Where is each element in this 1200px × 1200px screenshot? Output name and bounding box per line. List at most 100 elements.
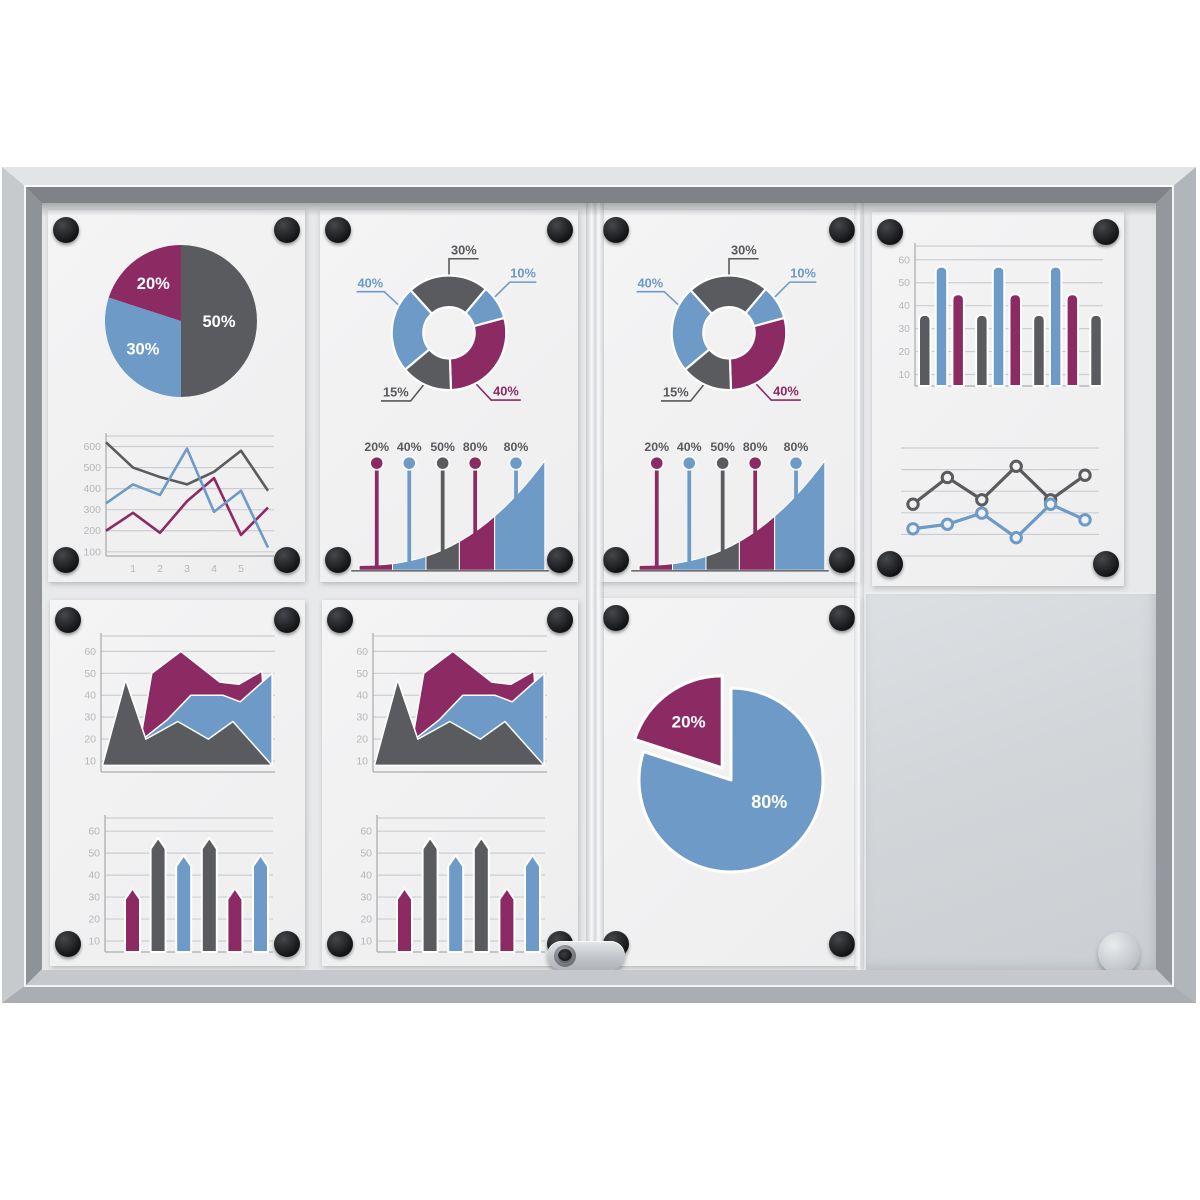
magnet (55, 931, 81, 957)
pinned-sheet-2: 30% 10% 40% 15% 40% 20% 40% 50% 80% 80% (320, 210, 578, 582)
magnet (603, 217, 629, 243)
pinned-sheet-1: 50% 30% 20% 600 500 400 300 200 100 1 2 3 4 5 (48, 210, 305, 582)
svg-text:40: 40 (898, 300, 910, 312)
svg-text:3: 3 (184, 563, 190, 575)
svg-text:10%: 10% (510, 266, 536, 281)
svg-text:50: 50 (898, 277, 910, 289)
magnet (547, 607, 573, 633)
svg-text:20: 20 (356, 734, 368, 746)
pie-chart: 50% 30% 20% (104, 245, 257, 397)
area-chart: 60 50 40 30 20 10 (356, 633, 547, 773)
svg-text:60: 60 (356, 646, 368, 658)
svg-text:40: 40 (84, 690, 96, 702)
bar-chart: 60 50 40 30 20 10 (360, 815, 545, 953)
magnet (603, 605, 629, 631)
svg-text:80%: 80% (784, 440, 809, 454)
exploded-pie-chart: 80% 20% (633, 674, 825, 874)
svg-text:400: 400 (83, 483, 101, 495)
svg-text:10: 10 (84, 756, 96, 768)
aluminum-frame (2, 167, 1196, 1003)
svg-text:80%: 80% (743, 440, 768, 454)
svg-text:50%: 50% (202, 313, 235, 331)
lollipop-chart: 20% 40% 50% 80% 80% (631, 440, 829, 572)
svg-text:20: 20 (898, 346, 910, 358)
magnet (1093, 551, 1119, 577)
svg-text:30: 30 (898, 323, 910, 335)
svg-text:40%: 40% (358, 275, 384, 290)
magnet (1093, 219, 1119, 245)
board-interior: 50% 30% 20% 600 500 400 300 200 100 1 2 3 4 5 30% 10%… (42, 203, 1156, 970)
magnet (829, 217, 855, 243)
svg-text:30%: 30% (451, 242, 477, 257)
svg-text:40: 40 (88, 870, 100, 882)
svg-text:50: 50 (360, 848, 372, 860)
svg-text:20: 20 (84, 734, 96, 746)
pinned-sheet-5: 60 50 40 30 20 10 60 50 40 30 20 10 (50, 600, 305, 966)
svg-text:20%: 20% (364, 440, 389, 454)
svg-text:50: 50 (356, 668, 368, 680)
svg-text:60: 60 (88, 826, 100, 838)
lollipop-chart: 20% 40% 50% 80% 80% (351, 440, 549, 572)
magnet (325, 547, 351, 573)
bar-chart: 60 50 40 30 20 10 (898, 243, 1103, 387)
svg-text:30: 30 (360, 892, 372, 904)
svg-text:40: 40 (356, 690, 368, 702)
keyhole-icon (554, 944, 576, 967)
svg-text:30%: 30% (731, 242, 757, 257)
svg-text:10: 10 (360, 936, 372, 948)
donut-chart: 30% 10% 40% 15% 40% (356, 242, 536, 402)
area-chart: 60 50 40 30 20 10 (84, 633, 275, 773)
svg-text:10: 10 (356, 756, 368, 768)
magnet (327, 931, 353, 957)
svg-text:20%: 20% (644, 440, 669, 454)
donut-chart: 30% 10% 40% 15% 40% (636, 242, 816, 402)
svg-text:20: 20 (88, 914, 100, 926)
svg-text:10: 10 (88, 936, 100, 948)
magnet (274, 607, 300, 633)
glass-door-edge (586, 203, 604, 944)
frame-inner-channel (26, 187, 1172, 985)
magnet (603, 547, 629, 573)
svg-text:2: 2 (157, 563, 163, 575)
svg-text:20%: 20% (672, 713, 706, 732)
svg-text:1: 1 (130, 563, 136, 575)
svg-text:200: 200 (83, 525, 101, 537)
svg-text:300: 300 (83, 504, 101, 516)
door-lock (547, 941, 625, 970)
magnet (877, 219, 903, 245)
svg-text:60: 60 (360, 826, 372, 838)
svg-text:50: 50 (88, 848, 100, 860)
magnet (547, 547, 573, 573)
svg-text:15%: 15% (383, 385, 409, 400)
magnet (55, 607, 81, 633)
magnet (274, 217, 300, 243)
svg-text:80%: 80% (504, 440, 529, 454)
magnet (327, 607, 353, 633)
door-handle (1098, 932, 1140, 970)
magnet (829, 547, 855, 573)
svg-text:15%: 15% (663, 385, 689, 400)
magnet (53, 547, 79, 573)
pinned-sheet-3: 30% 10% 40% 15% 40% 20% 40% 50% 80% 80% (598, 210, 860, 582)
svg-text:40%: 40% (397, 440, 422, 454)
svg-text:5: 5 (238, 563, 244, 575)
svg-text:30: 30 (356, 712, 368, 724)
svg-text:60: 60 (898, 254, 910, 266)
line-chart (901, 447, 1099, 557)
svg-text:40%: 40% (773, 384, 799, 399)
svg-text:80%: 80% (751, 792, 787, 812)
svg-text:500: 500 (83, 462, 101, 474)
svg-text:40: 40 (360, 870, 372, 882)
magnet (877, 551, 903, 577)
magnet (829, 605, 855, 631)
magnet (547, 217, 573, 243)
svg-text:4: 4 (211, 563, 217, 575)
svg-text:60: 60 (84, 646, 96, 658)
empty-compartment (866, 592, 1156, 970)
line-chart: 600 500 400 300 200 100 1 2 3 4 5 (83, 433, 274, 575)
magnet (274, 547, 300, 573)
svg-text:40%: 40% (677, 440, 702, 454)
svg-text:40%: 40% (493, 384, 519, 399)
svg-text:20%: 20% (136, 275, 169, 293)
